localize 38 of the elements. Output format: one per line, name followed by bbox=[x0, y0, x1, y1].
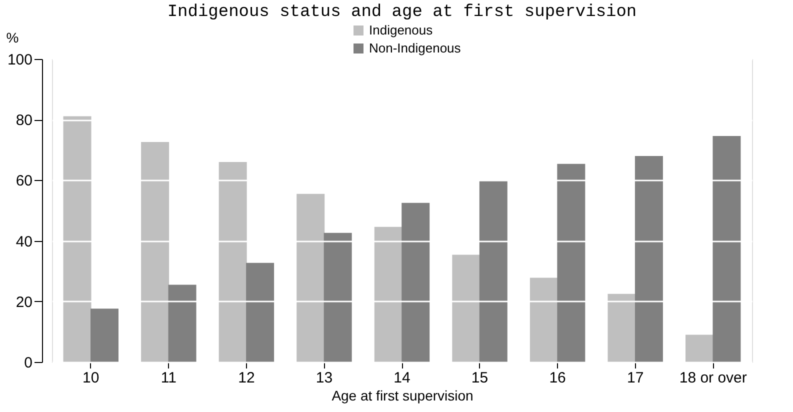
x-axis-title: Age at first supervision bbox=[332, 388, 474, 404]
bar bbox=[530, 278, 558, 362]
chart-title: Indigenous status and age at first supervision bbox=[167, 3, 637, 22]
bar bbox=[686, 334, 714, 362]
x-tick-label: 14 bbox=[394, 370, 410, 386]
bar bbox=[712, 136, 741, 362]
bar bbox=[608, 294, 636, 362]
x-tick-label: 10 bbox=[82, 370, 100, 386]
bar bbox=[452, 254, 480, 362]
x-tick-label: 13 bbox=[316, 370, 333, 386]
x-tick-label: 16 bbox=[549, 370, 566, 386]
y-axis-title: % bbox=[6, 30, 19, 46]
legend-label: Non-Indigenous bbox=[369, 40, 462, 56]
x-tick-label: 11 bbox=[160, 370, 176, 386]
bar bbox=[324, 232, 352, 362]
bar bbox=[246, 262, 274, 362]
bar bbox=[557, 164, 586, 362]
bar bbox=[63, 116, 92, 362]
y-tick-label: 100 bbox=[7, 52, 32, 68]
bar bbox=[168, 284, 196, 362]
bar bbox=[296, 194, 325, 362]
bar bbox=[479, 181, 508, 362]
y-tick-label: 80 bbox=[16, 112, 32, 130]
bar bbox=[218, 162, 247, 362]
y-tick-label: 20 bbox=[16, 294, 32, 311]
x-tick-label: 12 bbox=[238, 370, 255, 386]
x-tick-label: 15 bbox=[471, 370, 488, 386]
bar bbox=[141, 142, 170, 362]
y-tick-label: 0 bbox=[24, 354, 32, 372]
legend-label: Indigenous bbox=[369, 22, 434, 38]
y-tick-label: 40 bbox=[16, 233, 32, 250]
x-tick-label: 18 or over bbox=[679, 370, 747, 386]
bar bbox=[634, 156, 663, 362]
bar bbox=[90, 308, 118, 362]
x-tick-label: 17 bbox=[626, 370, 644, 386]
y-tick-label: 60 bbox=[16, 172, 32, 190]
bar bbox=[374, 226, 402, 362]
bar bbox=[402, 202, 430, 362]
